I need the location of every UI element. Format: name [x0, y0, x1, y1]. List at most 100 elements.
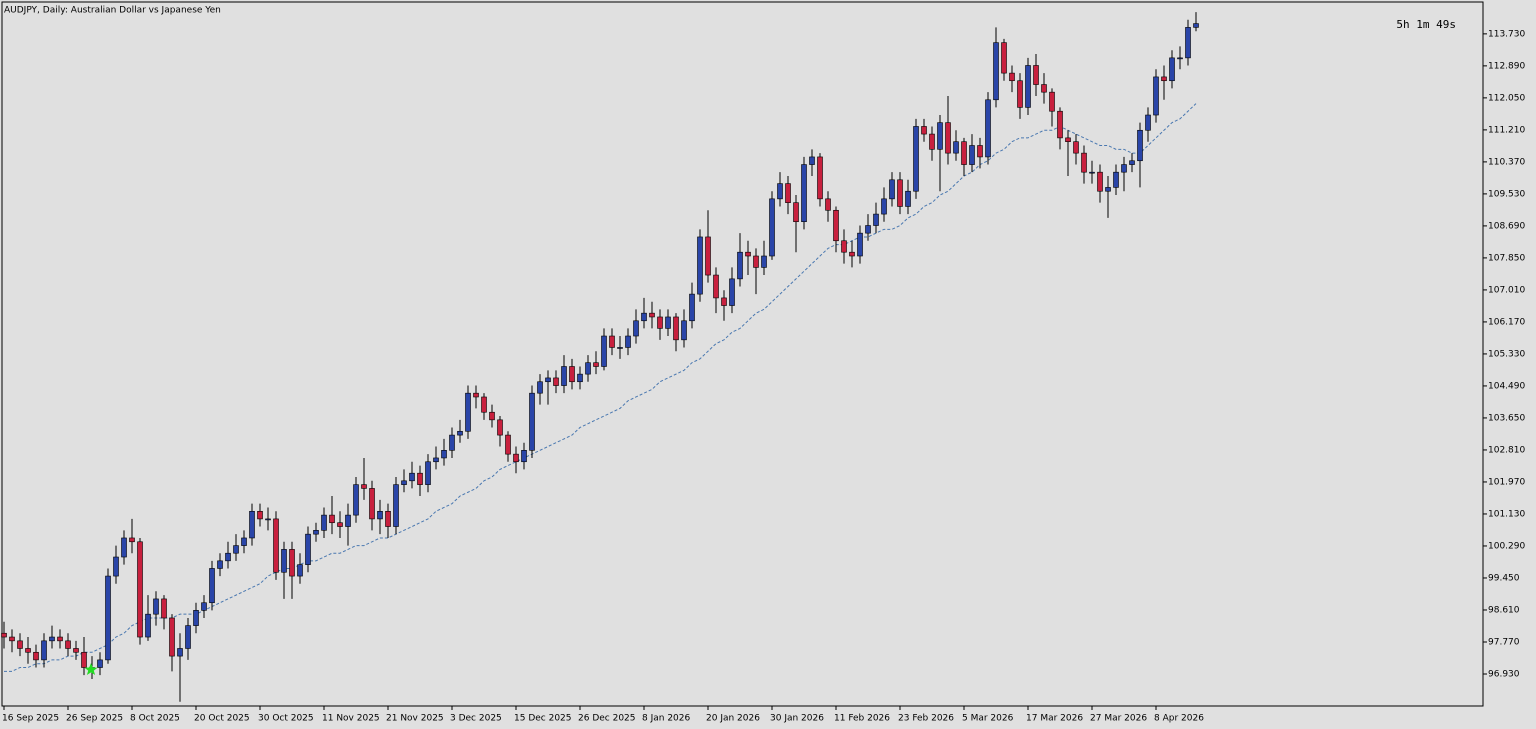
y-tick-label: 104.490: [1488, 381, 1525, 391]
y-tick-label: 103.650: [1488, 413, 1525, 423]
candle-body: [49, 636, 55, 642]
candle-body: [273, 518, 279, 573]
y-tick-label: 113.730: [1488, 29, 1525, 39]
candle-body: [297, 564, 303, 577]
candle-body: [393, 484, 399, 527]
candle-body: [521, 450, 527, 463]
y-tick-label: 109.530: [1488, 189, 1525, 199]
candle-body: [1057, 110, 1063, 139]
x-tick-label: 21 Nov 2025: [386, 714, 444, 724]
candle-body: [1049, 91, 1055, 112]
candle-body: [329, 514, 335, 524]
candle-body: [681, 320, 687, 341]
y-tick-label: 99.450: [1488, 573, 1520, 583]
candle-body: [1169, 57, 1175, 82]
candle-body: [849, 251, 855, 257]
x-tick-label: 8 Apr 2026: [1154, 714, 1204, 724]
y-tick-label: 111.210: [1488, 125, 1525, 135]
chart-title: AUDJPY, Daily: Australian Dollar vs Japa…: [4, 6, 221, 16]
candle-body: [497, 419, 503, 436]
candle-body: [513, 453, 519, 463]
candle-body: [105, 575, 111, 661]
candle-body: [337, 522, 343, 527]
candle-body: [1185, 27, 1191, 59]
candle-body: [865, 225, 871, 234]
candle-body: [425, 461, 431, 485]
candle-body: [561, 366, 567, 386]
candle-body: [281, 549, 287, 573]
candle-body: [505, 434, 511, 455]
candle-body: [721, 297, 727, 306]
candle-body: [545, 377, 551, 383]
x-tick-label: 27 Mar 2026: [1090, 714, 1147, 724]
candle-body: [529, 392, 535, 451]
x-tick-label: 16 Sep 2025: [2, 714, 59, 724]
candle-body: [481, 396, 487, 413]
x-tick-label: 26 Dec 2025: [578, 714, 636, 724]
candle-body: [129, 537, 135, 543]
y-tick-label: 107.850: [1488, 253, 1525, 263]
x-tick-label: 8 Oct 2025: [130, 714, 180, 724]
candle-body: [761, 255, 767, 268]
candle-body: [1097, 171, 1103, 192]
candle-body: [289, 549, 295, 577]
candle-body: [145, 613, 151, 638]
candle-body: [817, 156, 823, 200]
candle-body: [489, 411, 495, 421]
candle-body: [705, 236, 711, 276]
y-tick-label: 100.290: [1488, 541, 1525, 551]
candle-body: [161, 598, 167, 619]
candle-body: [769, 198, 775, 257]
candle-body: [401, 480, 407, 485]
candle-body: [689, 293, 695, 322]
candle-body: [633, 320, 639, 337]
candle-body: [353, 484, 359, 516]
candle-body: [617, 347, 623, 349]
candle-body: [1113, 171, 1119, 188]
y-tick-label: 101.130: [1488, 509, 1525, 519]
candle-body: [209, 568, 215, 604]
candle-body: [641, 312, 647, 322]
candle-body: [361, 484, 367, 489]
candle-body: [313, 530, 319, 535]
candle-body: [233, 545, 239, 554]
x-tick-label: 23 Feb 2026: [898, 714, 954, 724]
y-tick-label: 110.370: [1488, 157, 1525, 167]
candle-body: [225, 552, 231, 562]
candle-body: [977, 145, 983, 158]
moving-average: [4, 103, 1197, 672]
candle-body: [697, 236, 703, 295]
y-tick-label: 102.810: [1488, 445, 1525, 455]
candle-body: [1033, 65, 1039, 85]
y-tick-label: 112.050: [1488, 93, 1525, 103]
candle-body: [1041, 84, 1047, 93]
candle-body: [1193, 23, 1199, 28]
x-tick-label: 11 Nov 2025: [322, 714, 380, 724]
x-tick-label: 20 Oct 2025: [194, 714, 250, 724]
candle-body: [1009, 72, 1015, 82]
plot-frame: [1, 1, 1484, 707]
candle-body: [193, 610, 199, 626]
candle-body: [17, 640, 23, 649]
candle-body: [593, 362, 599, 367]
candle-body: [969, 145, 975, 165]
candle-body: [41, 640, 47, 661]
candle-body: [1025, 65, 1031, 108]
y-tick-label: 98.610: [1488, 605, 1520, 615]
candle-body: [1153, 76, 1159, 116]
candle-body: [537, 381, 543, 394]
candle-body: [1001, 42, 1007, 74]
candle-body: [993, 42, 999, 101]
candle-body: [1121, 164, 1127, 173]
candle-body: [1, 632, 7, 638]
candle-body: [793, 202, 799, 223]
y-tick-label: 108.690: [1488, 221, 1525, 231]
candle-body: [585, 362, 591, 375]
candle-body: [921, 126, 927, 135]
bar-timer: 5h 1m 49s: [1396, 18, 1456, 31]
candle-body: [785, 183, 791, 203]
candle-body: [153, 598, 159, 615]
candle-body: [265, 518, 271, 521]
